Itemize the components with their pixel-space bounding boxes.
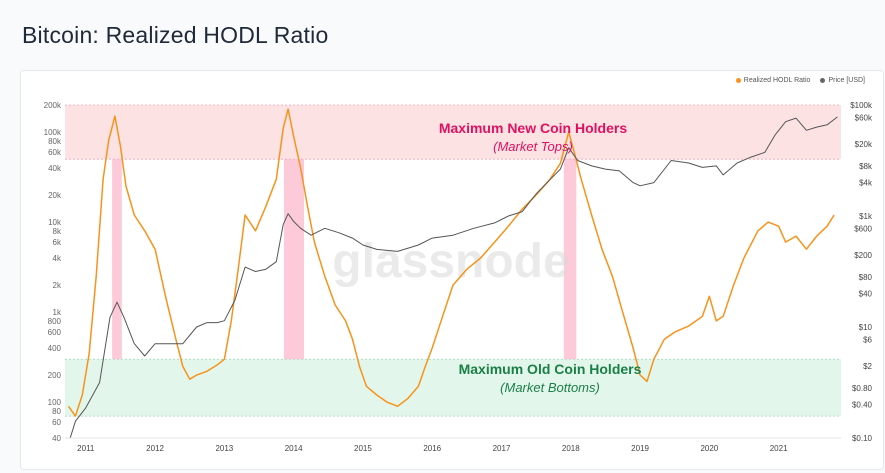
y-left-tick-label: 80k (48, 137, 62, 146)
y-left-tick-label: 60k (48, 148, 62, 157)
y-right-tick-label: $8k (859, 162, 873, 171)
band-top (65, 105, 841, 160)
highlight-top-4 (563, 159, 577, 360)
y-right-tick-label: $0.40 (852, 401, 873, 410)
y-left-tick-label: 800 (48, 317, 62, 326)
x-tick-label: 2015 (354, 444, 372, 453)
y-left-tick-label: 400 (48, 344, 62, 353)
x-tick-label: 2013 (215, 444, 233, 453)
price-series-line (69, 116, 838, 438)
x-tick-label: 2020 (700, 444, 718, 453)
y-left-tick-label: 10k (48, 218, 62, 227)
x-tick-label: 2012 (146, 444, 164, 453)
y-right-tick-label: $6 (863, 335, 872, 344)
y-right-tick-label: $600 (854, 224, 872, 233)
y-left-tick-label: 4k (53, 254, 62, 263)
bottom-band-label: Maximum Old Coin Holders (459, 361, 642, 377)
chart-legend: Realized HODL Ratio Price [USD] (735, 77, 865, 84)
y-left-tick-label: 80 (52, 407, 61, 416)
y-right-tick-label: $40 (859, 290, 873, 299)
y-left-tick-label: 2k (53, 281, 62, 290)
legend-item-hodl[interactable]: Realized HODL Ratio (735, 77, 811, 84)
x-tick-label: 2014 (285, 444, 303, 453)
y-right-tick-label: $100k (850, 101, 873, 110)
top-band-sublabel: (Market Tops) (493, 139, 573, 154)
y-right-tick-label: $4k (859, 179, 873, 188)
y-left-tick-label: 1k (53, 308, 62, 317)
top-band-label: Maximum New Coin Holders (439, 120, 627, 136)
x-tick-label: 2018 (562, 444, 580, 453)
y-left-tick-label: 40k (48, 164, 62, 173)
y-right-tick-label: $10 (859, 323, 873, 332)
y-left-tick-label: 600 (48, 328, 62, 337)
y-right-tick-label: $0.10 (852, 434, 873, 443)
y-right-tick-label: $2 (863, 362, 872, 371)
y-right-tick-label: $80 (859, 273, 873, 282)
y-right-tick-label: $200 (854, 251, 872, 260)
x-tick-label: 2017 (493, 444, 511, 453)
y-left-tick-label: 40 (52, 434, 61, 443)
chart-card: glassnode 200k 100k 80k 60k 40k 20k 10k 8k 6k 4k 2… (20, 70, 884, 470)
y-right-tick-label: $1k (859, 212, 873, 221)
legend-item-price[interactable]: Price [USD] (820, 77, 865, 84)
x-tick-label: 2016 (423, 444, 441, 453)
x-tick-label: 2019 (631, 444, 649, 453)
highlight-top-0 (112, 159, 122, 360)
x-tick-label: 2021 (770, 444, 788, 453)
y-left-tick-label: 200k (44, 101, 62, 110)
x-tick-label: 2011 (77, 444, 95, 453)
bottom-band-sublabel: (Market Bottoms) (500, 380, 600, 395)
y-left-tick-label: 100k (44, 128, 62, 137)
legend-dot-hodl (735, 78, 741, 83)
y-left-tick-label: 20k (48, 191, 62, 200)
highlight-top-2 (283, 159, 305, 360)
y-left-tick-label: 60 (52, 418, 61, 427)
y-right-tick-label: $60k (855, 113, 873, 122)
band-bottom (65, 359, 841, 417)
legend-label-hodl: Realized HODL Ratio (743, 77, 811, 84)
hodl-ratio-series-line (67, 108, 835, 417)
y-left-tick-label: 8k (53, 227, 62, 236)
y-right-tick-label: $0.80 (852, 384, 873, 393)
legend-label-price: Price [USD] (828, 77, 865, 84)
page-title: Bitcoin: Realized HODL Ratio (22, 22, 329, 48)
watermark-text: glassnode (332, 235, 569, 288)
y-left-tick-label: 100 (48, 398, 62, 407)
y-right-tick-label: $20k (855, 140, 873, 149)
y-left-tick-label: 6k (53, 238, 62, 247)
legend-dot-price (820, 78, 826, 83)
y-left-tick-label: 200 (48, 371, 62, 380)
